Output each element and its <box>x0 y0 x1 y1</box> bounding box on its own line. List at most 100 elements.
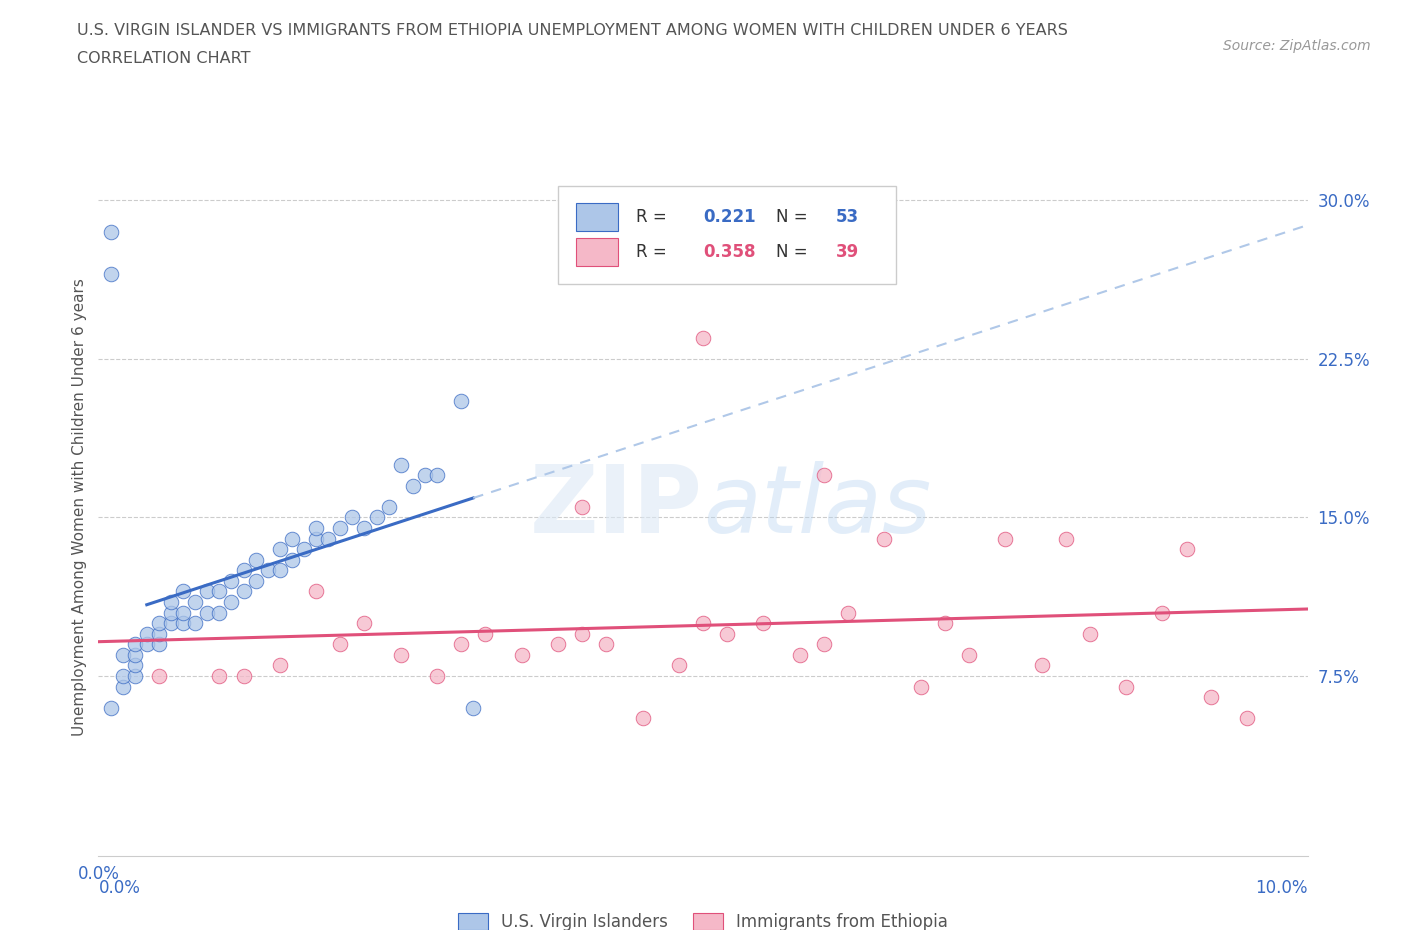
Text: atlas: atlas <box>703 461 931 552</box>
Point <box>910 679 932 694</box>
Point <box>789 647 811 662</box>
Point <box>329 521 352 536</box>
Text: R =: R = <box>637 208 672 226</box>
Point <box>172 605 194 620</box>
Point <box>208 584 231 599</box>
Point <box>402 478 425 493</box>
Text: CORRELATION CHART: CORRELATION CHART <box>77 51 250 66</box>
Text: 0.221: 0.221 <box>703 208 755 226</box>
Point <box>100 267 122 282</box>
Point <box>329 637 352 652</box>
Point <box>994 531 1017 546</box>
Point <box>413 468 436 483</box>
Point <box>124 637 146 652</box>
Point <box>389 647 412 662</box>
Point <box>957 647 980 662</box>
Text: 10.0%: 10.0% <box>1256 879 1308 897</box>
Point <box>389 458 412 472</box>
Point <box>752 616 775 631</box>
Legend: U.S. Virgin Islanders, Immigrants from Ethiopia: U.S. Virgin Islanders, Immigrants from E… <box>451 907 955 930</box>
Point <box>510 647 533 662</box>
Point <box>245 574 267 589</box>
FancyBboxPatch shape <box>558 186 897 284</box>
Point <box>595 637 617 652</box>
Point <box>305 521 328 536</box>
Point <box>463 700 485 715</box>
Point <box>172 584 194 599</box>
Point <box>353 521 375 536</box>
Point <box>1199 690 1222 705</box>
Point <box>256 563 278 578</box>
Bar <box>576 204 619 232</box>
Point <box>111 679 134 694</box>
Text: U.S. VIRGIN ISLANDER VS IMMIGRANTS FROM ETHIOPIA UNEMPLOYMENT AMONG WOMEN WITH C: U.S. VIRGIN ISLANDER VS IMMIGRANTS FROM … <box>77 23 1069 38</box>
Point <box>148 626 170 641</box>
Point <box>813 637 835 652</box>
Point <box>813 468 835 483</box>
Text: N =: N = <box>776 208 813 226</box>
Point <box>1078 626 1101 641</box>
Point <box>269 563 291 578</box>
Point <box>195 584 218 599</box>
Point <box>195 605 218 620</box>
Point <box>692 616 714 631</box>
Point <box>631 711 654 725</box>
Point <box>135 637 157 652</box>
Text: Source: ZipAtlas.com: Source: ZipAtlas.com <box>1223 39 1371 53</box>
Point <box>208 605 231 620</box>
Point <box>100 700 122 715</box>
Point <box>148 669 170 684</box>
Point <box>221 574 243 589</box>
Point <box>1054 531 1077 546</box>
Point <box>124 658 146 672</box>
Point <box>292 541 315 556</box>
Point <box>426 669 449 684</box>
Point <box>160 616 183 631</box>
Point <box>692 330 714 345</box>
Point <box>305 584 328 599</box>
Point <box>184 594 207 609</box>
Point <box>353 616 375 631</box>
Point <box>232 669 254 684</box>
Point <box>342 510 364 525</box>
Point <box>1236 711 1258 725</box>
Point <box>474 626 496 641</box>
Point <box>571 499 593 514</box>
Point <box>1152 605 1174 620</box>
Point <box>232 584 254 599</box>
Point <box>208 669 231 684</box>
Text: R =: R = <box>637 244 672 261</box>
Point <box>366 510 388 525</box>
Point <box>111 647 134 662</box>
Point <box>100 225 122 240</box>
Point <box>934 616 956 631</box>
Point <box>281 531 304 546</box>
Point <box>160 605 183 620</box>
Text: 0.0%: 0.0% <box>98 879 141 897</box>
Point <box>837 605 859 620</box>
Point <box>269 658 291 672</box>
Point <box>1115 679 1137 694</box>
Point <box>873 531 896 546</box>
Point <box>172 616 194 631</box>
Point <box>450 393 472 408</box>
Point <box>316 531 339 546</box>
Bar <box>576 238 619 266</box>
Point <box>184 616 207 631</box>
Point <box>668 658 690 672</box>
Point <box>1031 658 1053 672</box>
Point <box>547 637 569 652</box>
Text: N =: N = <box>776 244 813 261</box>
Text: 39: 39 <box>837 244 859 261</box>
Point <box>571 626 593 641</box>
Point <box>221 594 243 609</box>
Point <box>111 669 134 684</box>
Point <box>269 541 291 556</box>
Point <box>135 626 157 641</box>
Point <box>148 637 170 652</box>
Point <box>160 594 183 609</box>
Point <box>450 637 472 652</box>
Point <box>124 669 146 684</box>
Text: 0.358: 0.358 <box>703 244 755 261</box>
Point <box>281 552 304 567</box>
